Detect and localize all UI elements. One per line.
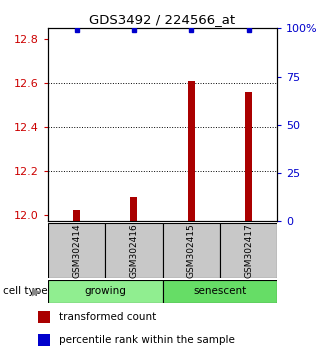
Bar: [105, 223, 162, 278]
Bar: [38, 333, 50, 346]
Text: senescent: senescent: [193, 286, 247, 296]
Text: GSM302417: GSM302417: [244, 223, 253, 278]
Text: GSM302414: GSM302414: [72, 223, 81, 278]
Bar: [162, 223, 220, 278]
Title: GDS3492 / 224566_at: GDS3492 / 224566_at: [89, 13, 236, 26]
Text: cell type: cell type: [3, 286, 48, 296]
Bar: [48, 280, 162, 303]
Bar: [38, 311, 50, 323]
Text: ▶: ▶: [32, 286, 41, 296]
Bar: [48, 223, 105, 278]
Text: GSM302415: GSM302415: [187, 223, 196, 278]
Bar: [162, 280, 277, 303]
Bar: [73, 210, 80, 221]
Bar: [130, 197, 137, 221]
Text: transformed count: transformed count: [59, 312, 156, 322]
Text: growing: growing: [84, 286, 126, 296]
Bar: [188, 81, 195, 221]
Text: GSM302416: GSM302416: [129, 223, 138, 278]
Bar: [245, 92, 252, 221]
Text: percentile rank within the sample: percentile rank within the sample: [59, 335, 235, 345]
Bar: [220, 223, 277, 278]
